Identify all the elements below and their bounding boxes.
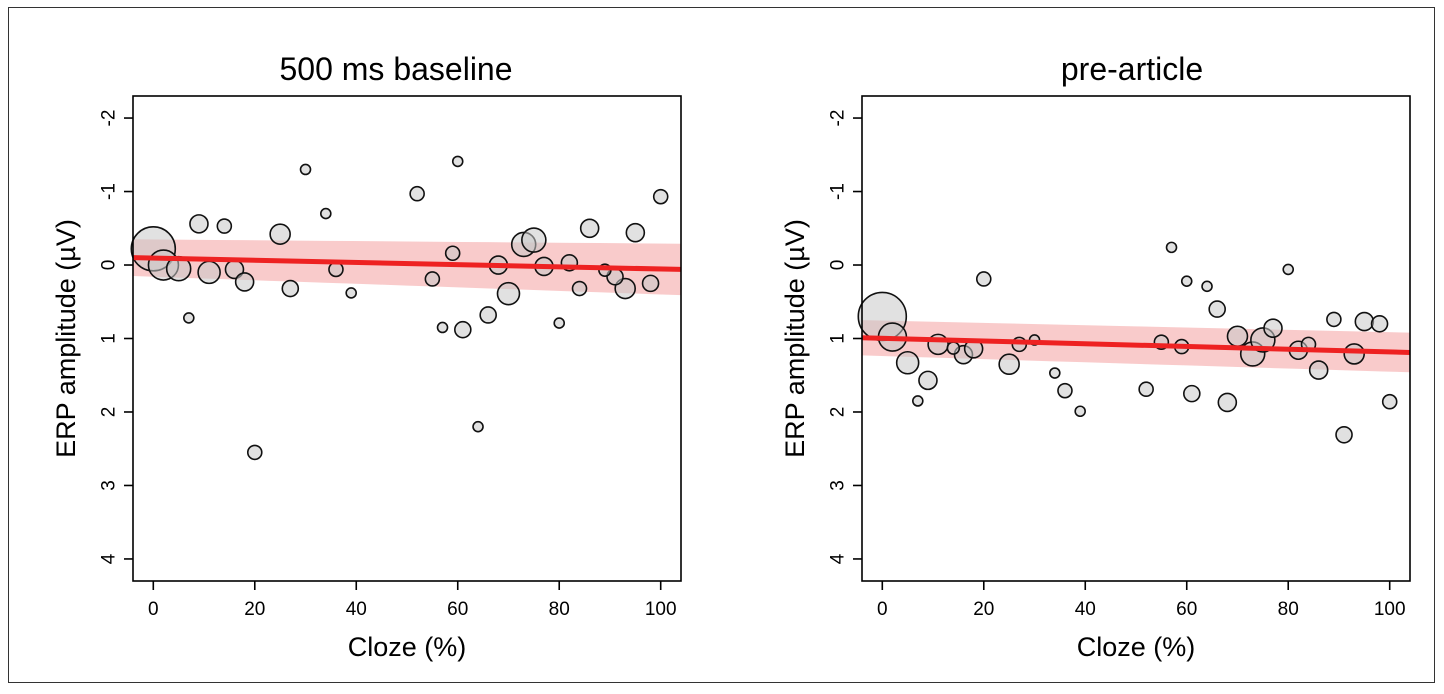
data-point bbox=[444, 245, 461, 262]
data-point bbox=[652, 188, 669, 205]
data-point bbox=[454, 320, 472, 339]
x-axis-label: Cloze (%) bbox=[348, 632, 467, 662]
x-tick-label: 100 bbox=[1374, 599, 1406, 620]
data-point bbox=[424, 271, 441, 287]
data-point bbox=[409, 185, 425, 202]
regression-line bbox=[132, 255, 682, 272]
x-tick-label: 20 bbox=[244, 599, 265, 620]
data-point bbox=[579, 218, 600, 239]
x-tick-label: 20 bbox=[973, 599, 994, 620]
data-point bbox=[1049, 367, 1061, 379]
y-tick-label: 2 bbox=[99, 407, 120, 418]
data-point bbox=[246, 444, 263, 461]
y-tick-label: 4 bbox=[99, 553, 120, 564]
data-point bbox=[1282, 263, 1295, 276]
data-point bbox=[571, 280, 588, 297]
y-tick-label: 2 bbox=[828, 407, 849, 418]
data-point bbox=[496, 281, 521, 306]
data-point bbox=[1326, 311, 1342, 328]
data-point bbox=[281, 279, 300, 298]
data-point bbox=[234, 272, 255, 292]
data-point bbox=[1057, 382, 1073, 399]
data-point bbox=[975, 271, 992, 287]
data-point bbox=[479, 306, 497, 324]
data-point bbox=[183, 312, 195, 324]
y-tick-label: 0 bbox=[99, 260, 120, 271]
y-tick-label: -1 bbox=[828, 183, 849, 200]
y-axis-label: ERP amplitude (µV) bbox=[51, 219, 81, 458]
x-tick-label: 0 bbox=[877, 599, 888, 620]
y-tick-label: 3 bbox=[828, 480, 849, 491]
data-point bbox=[299, 163, 312, 176]
y-tick-label: 1 bbox=[828, 333, 849, 344]
data-point bbox=[553, 317, 566, 329]
data-point bbox=[436, 321, 449, 334]
data-point bbox=[895, 350, 920, 375]
x-tick-label: 40 bbox=[346, 599, 367, 620]
y-tick-label: 1 bbox=[99, 333, 120, 344]
y-tick-label: -1 bbox=[99, 183, 120, 200]
y-tick-label: 4 bbox=[828, 553, 849, 564]
x-tick-label: 0 bbox=[148, 599, 159, 620]
data-point bbox=[918, 370, 938, 391]
data-point bbox=[1180, 275, 1193, 287]
chart-panel-1: 0 20 40 60 80 100 -2 -1 0 1 2 3 4 500 ms baseline Cloz… bbox=[51, 51, 682, 662]
x-axis-label: Cloze (%) bbox=[1077, 632, 1196, 662]
x-tick-label: 60 bbox=[447, 599, 468, 620]
y-axis-label: ERP amplitude (µV) bbox=[780, 219, 810, 458]
chart-title: pre-article bbox=[1061, 51, 1203, 87]
data-point bbox=[1263, 318, 1283, 339]
y-tick-label: -2 bbox=[99, 110, 120, 127]
data-point bbox=[1370, 315, 1389, 333]
data-point bbox=[345, 287, 357, 299]
data-point bbox=[320, 207, 332, 220]
y-tick-label: 0 bbox=[828, 260, 849, 271]
data-point bbox=[1217, 392, 1238, 413]
data-point bbox=[189, 214, 209, 234]
data-point bbox=[269, 223, 291, 245]
data-point bbox=[216, 218, 233, 234]
x-tick-label: 60 bbox=[1176, 599, 1197, 620]
chart-panel-2: 0 20 40 60 80 100 -2 -1 0 1 2 3 4 pre-article Cloze (%… bbox=[780, 51, 1411, 662]
figure-frame bbox=[8, 7, 1435, 683]
data-point bbox=[1208, 300, 1226, 318]
confidence-band bbox=[133, 239, 681, 296]
data-point bbox=[521, 227, 547, 253]
regression-line bbox=[861, 335, 1411, 355]
data-point bbox=[998, 353, 1020, 376]
data-point bbox=[625, 222, 646, 243]
y-tick-label: 3 bbox=[99, 480, 120, 491]
data-point bbox=[1308, 360, 1329, 380]
data-point bbox=[451, 155, 464, 168]
x-tick-label: 80 bbox=[1278, 599, 1299, 620]
chart-title: 500 ms baseline bbox=[279, 51, 512, 87]
x-tick-label: 80 bbox=[549, 599, 570, 620]
x-tick-label: 40 bbox=[1075, 599, 1096, 620]
data-point bbox=[1335, 425, 1353, 444]
data-point bbox=[1165, 241, 1178, 254]
data-point bbox=[912, 395, 924, 407]
data-point bbox=[1074, 405, 1086, 418]
data-point bbox=[1138, 381, 1154, 398]
x-tick-label: 100 bbox=[645, 599, 677, 620]
data-point bbox=[1183, 384, 1201, 403]
data-point bbox=[641, 274, 660, 293]
data-point bbox=[472, 420, 484, 433]
y-tick-label: -2 bbox=[828, 110, 849, 127]
data-point bbox=[1201, 280, 1213, 293]
data-point bbox=[1381, 393, 1398, 410]
